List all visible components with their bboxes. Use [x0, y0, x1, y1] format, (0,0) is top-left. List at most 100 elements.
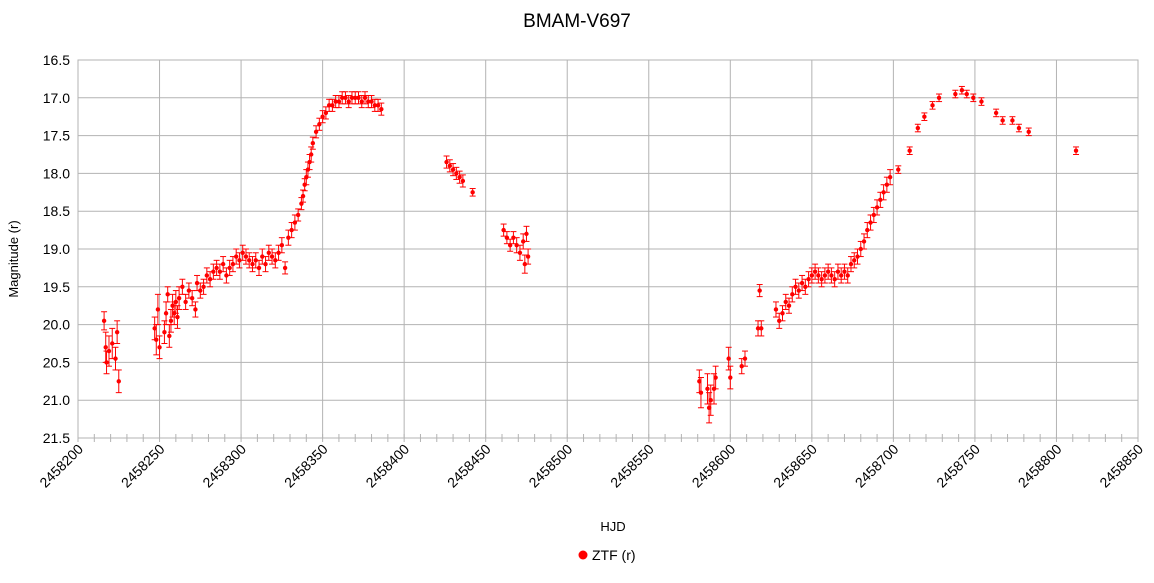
- data-point: [469, 188, 476, 197]
- x-axis-title: HJD: [600, 519, 625, 534]
- point-marker: [812, 269, 818, 274]
- point-marker: [706, 405, 712, 410]
- x-tick-label: 2458650: [770, 441, 820, 491]
- point-marker: [233, 254, 239, 259]
- data-point: [172, 290, 179, 314]
- y-tick-label: 16.5: [43, 52, 70, 68]
- data-point: [854, 248, 861, 265]
- data-point: [156, 335, 163, 360]
- data-point: [792, 278, 799, 295]
- data-point: [256, 259, 263, 276]
- point-marker: [260, 254, 265, 259]
- data-point: [265, 244, 272, 261]
- data-point: [105, 335, 112, 367]
- point-marker: [224, 273, 229, 278]
- data-point: [525, 248, 532, 265]
- point-marker: [1000, 118, 1005, 123]
- point-marker: [167, 333, 172, 339]
- data-point: [288, 222, 295, 239]
- data-point: [216, 263, 223, 280]
- point-marker: [936, 95, 942, 101]
- point-marker: [362, 95, 368, 101]
- data-point: [282, 261, 289, 275]
- data-point: [799, 274, 806, 292]
- point-marker: [457, 174, 462, 180]
- data-point: [887, 169, 894, 186]
- data-point: [242, 248, 249, 265]
- point-marker: [757, 288, 762, 293]
- x-tick-label: 2458850: [1096, 441, 1146, 491]
- data-point: [779, 305, 786, 322]
- data-point: [786, 297, 793, 314]
- data-point: [291, 214, 298, 231]
- point-marker: [163, 311, 169, 316]
- data-point: [828, 267, 835, 284]
- data-point: [154, 293, 161, 326]
- point-marker: [110, 341, 115, 346]
- data-point: [115, 369, 122, 394]
- point-marker: [786, 303, 792, 308]
- point-marker: [230, 261, 236, 267]
- point-marker: [793, 284, 798, 289]
- point-marker: [247, 258, 252, 263]
- y-tick-label: 21.5: [43, 430, 70, 446]
- y-tick-label: 17.0: [43, 90, 70, 106]
- data-point: [335, 95, 342, 109]
- data-point: [952, 89, 959, 99]
- data-point: [503, 231, 510, 245]
- data-point: [269, 248, 276, 265]
- data-point: [446, 159, 453, 173]
- point-marker: [783, 299, 788, 305]
- data-point: [114, 320, 121, 344]
- x-tick-label: 2458250: [118, 441, 168, 491]
- point-marker: [273, 258, 278, 263]
- data-point: [226, 259, 233, 276]
- data-point: [249, 256, 256, 273]
- data-point: [782, 293, 789, 310]
- point-marker: [183, 299, 188, 305]
- data-point: [456, 170, 463, 184]
- point-marker: [878, 197, 883, 203]
- point-marker: [289, 227, 294, 233]
- point-marker: [295, 212, 301, 218]
- data-point: [970, 93, 977, 103]
- point-marker: [286, 235, 291, 240]
- data-point: [358, 95, 365, 109]
- point-marker: [282, 265, 288, 271]
- point-marker: [113, 356, 118, 361]
- data-point: [239, 244, 246, 261]
- point-marker: [915, 125, 921, 131]
- point-marker: [155, 307, 161, 312]
- point-marker: [848, 261, 854, 267]
- data-point: [906, 146, 913, 155]
- data-point: [1015, 123, 1022, 133]
- point-marker: [852, 258, 857, 263]
- data-point: [246, 252, 253, 269]
- y-tick-label: 20.5: [43, 354, 70, 370]
- point-marker: [106, 348, 112, 354]
- point-marker: [320, 114, 325, 119]
- point-marker: [194, 280, 200, 286]
- data-point: [776, 312, 783, 329]
- y-tick-labels: 16.5 17.0 17.5 18.0 18.5 19.0 19.5 20.0 20.5 21.0…: [43, 52, 70, 446]
- x-tick-label: 2458800: [1015, 441, 1065, 491]
- point-marker: [253, 258, 258, 263]
- data-point: [812, 263, 819, 280]
- point-marker: [116, 379, 121, 384]
- point-marker: [884, 182, 890, 187]
- point-marker: [742, 356, 748, 361]
- y-tick-label: 17.5: [43, 128, 70, 144]
- point-marker: [204, 273, 210, 278]
- data-point: [355, 91, 362, 105]
- point-marker: [250, 261, 255, 267]
- data-point: [958, 85, 965, 95]
- data-point: [192, 301, 199, 318]
- chart-title: BMAM-V697: [523, 11, 631, 32]
- point-marker: [356, 95, 361, 101]
- data-point: [371, 98, 378, 112]
- point-marker: [193, 307, 198, 312]
- point-marker: [349, 95, 355, 101]
- y-axis-title: Magnitude (r): [6, 220, 21, 297]
- data-point: [319, 110, 326, 124]
- point-marker: [514, 243, 519, 248]
